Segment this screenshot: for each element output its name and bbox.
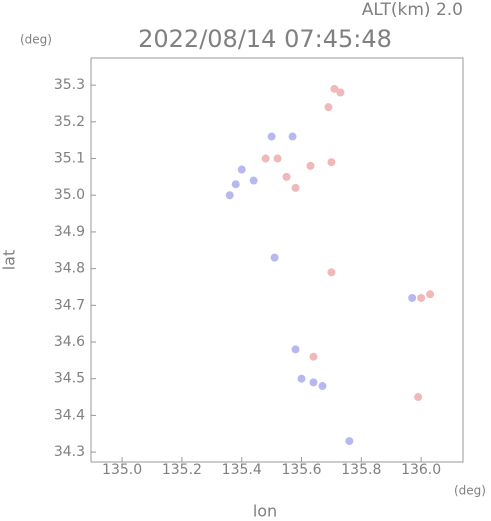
y-tick-label: 35.2: [54, 114, 85, 130]
y-tick-label: 34.7: [54, 297, 85, 313]
echo-point: [282, 172, 291, 181]
echo-point: [291, 345, 300, 354]
y-tick-label: 34.9: [54, 224, 85, 240]
x-tick-label: 135.0: [102, 462, 142, 478]
echo-point: [327, 268, 336, 277]
plot-frame: [90, 57, 464, 463]
x-label: lon: [253, 502, 277, 521]
y-tick-label: 34.5: [54, 371, 85, 387]
chart-title: 2022/08/14 07:45:48: [138, 25, 392, 53]
y-tick-label: 34.6: [54, 334, 85, 350]
echo-point: [297, 374, 306, 383]
echo-point: [330, 84, 339, 93]
echo-point: [327, 158, 336, 167]
echo-point: [426, 290, 435, 299]
y-tick-label: 34.3: [54, 444, 85, 460]
x-tick-label: 135.4: [222, 462, 262, 478]
echo-point: [306, 161, 315, 170]
echo-point: [231, 180, 240, 189]
echo-point: [288, 132, 297, 141]
echo-point: [249, 176, 258, 185]
echo-point: [417, 293, 426, 302]
echo-point: [237, 165, 246, 174]
echo-point: [261, 154, 270, 163]
y-tick-label: 35.1: [54, 151, 85, 167]
echo-point: [309, 352, 318, 361]
echo-point: [267, 132, 276, 141]
y-unit: (deg): [20, 33, 52, 47]
echo-point: [324, 103, 333, 112]
y-tick-label: 35.0: [54, 187, 85, 203]
x-tick-label: 135.6: [281, 462, 321, 478]
x-tick-label: 135.8: [341, 462, 381, 478]
y-tick-label: 34.8: [54, 261, 85, 277]
echo-point: [309, 378, 318, 387]
y-tick-label: 35.3: [54, 77, 85, 93]
y-tick-label: 34.4: [54, 407, 85, 423]
x-tick-label: 135.2: [162, 462, 202, 478]
echo-point: [270, 253, 279, 262]
echo-point: [345, 437, 354, 446]
echo-point: [225, 191, 234, 200]
subtitle: ALT(km) 2.0: [362, 0, 463, 20]
echo-point: [273, 154, 282, 163]
echo-point: [414, 393, 423, 402]
y-label: lat: [0, 250, 19, 271]
echo-point: [336, 88, 345, 97]
echo-point: [408, 293, 417, 302]
echo-point: [291, 183, 300, 192]
x-tick-label: 136.0: [401, 462, 441, 478]
echo-point: [318, 382, 327, 391]
x-unit: (deg): [454, 484, 486, 498]
